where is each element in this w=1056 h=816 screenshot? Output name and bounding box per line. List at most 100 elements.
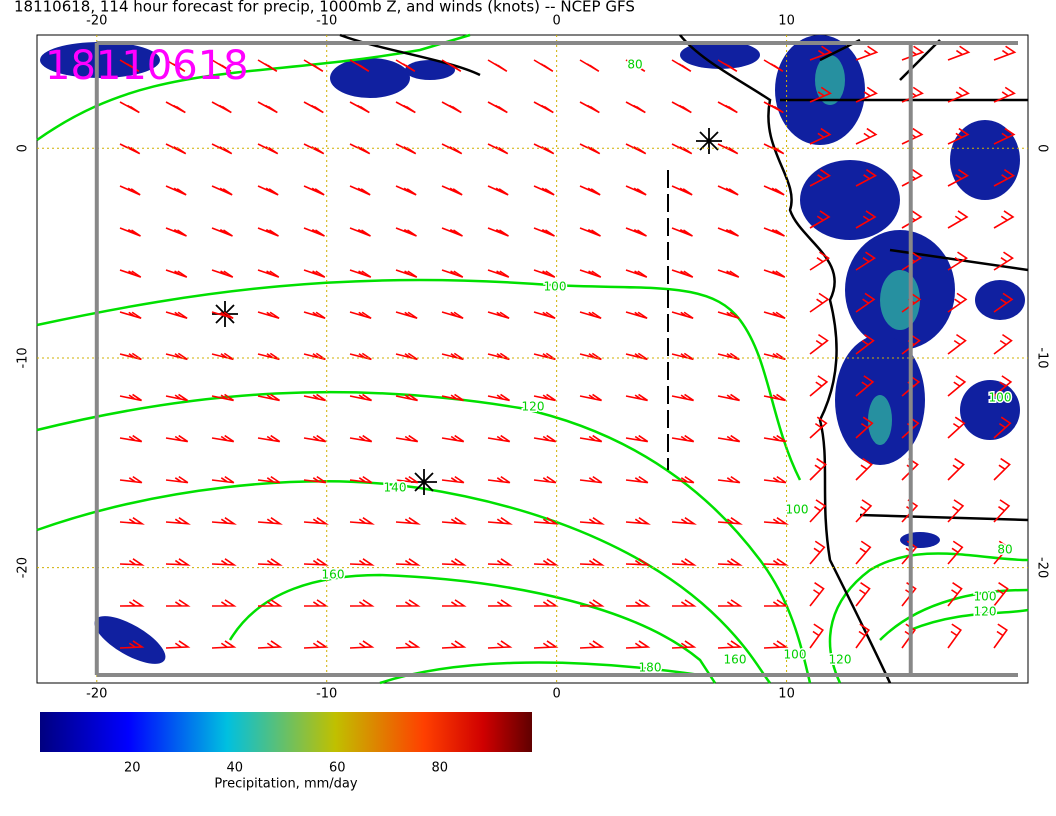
wind-barb [855, 375, 875, 397]
wind-barb [257, 101, 278, 114]
wind-barb [625, 101, 646, 114]
wind-barb [855, 333, 875, 355]
wind-barb [257, 269, 280, 278]
wind-barb [993, 292, 1014, 313]
wind-barb [579, 599, 605, 607]
wind-barb [441, 227, 463, 237]
wind-barb [671, 101, 692, 114]
wind-barb [533, 517, 559, 525]
wind-barb [487, 517, 513, 525]
wind-barb [533, 434, 557, 443]
wind-barb [625, 434, 649, 443]
wind-barb [855, 45, 879, 61]
wind-barb [763, 517, 789, 525]
wind-barb [763, 269, 786, 278]
wind-barb [533, 558, 559, 566]
wind-barb [165, 475, 189, 484]
wind-barb [119, 517, 145, 525]
wind-barb [809, 457, 827, 481]
wind-barb [349, 475, 373, 484]
wind-barb [993, 416, 1012, 439]
wind-barb [809, 623, 824, 649]
wind-barb [579, 143, 601, 155]
wind-barb [855, 623, 870, 649]
wind-barb [395, 393, 418, 402]
wind-barb [303, 599, 329, 607]
wind-barb [441, 101, 462, 114]
contour-label: 120 [829, 653, 852, 667]
wind-barb [717, 434, 741, 443]
wind-barb [257, 393, 280, 402]
wind-barb [625, 59, 646, 72]
wind-barb [717, 640, 743, 649]
wind-barb [441, 640, 467, 649]
wind-barb [763, 143, 785, 155]
wind-barb [441, 352, 464, 361]
wind-barb [257, 434, 281, 443]
wind-barb [303, 143, 325, 155]
wind-barb [993, 375, 1013, 397]
wind-barb [947, 292, 968, 313]
wind-barb [855, 499, 873, 523]
wind-barb [809, 292, 830, 313]
wind-barb [855, 582, 871, 607]
wind-barb [119, 640, 145, 649]
wind-barb [395, 143, 417, 155]
wind-barb [763, 434, 787, 443]
wind-barb [349, 227, 371, 237]
wind-barb [855, 292, 876, 313]
wind-barb [855, 540, 872, 565]
wind-barb [165, 599, 191, 607]
wind-barb [625, 599, 651, 607]
wind-barb [533, 475, 557, 484]
wind-barb [441, 475, 465, 484]
wind-barb [487, 393, 510, 402]
wind-barb [349, 59, 370, 72]
wind-barb [395, 59, 416, 72]
wind-barb [533, 227, 555, 237]
wind-barb [119, 475, 143, 484]
wind-barb [671, 599, 697, 607]
wind-barb [947, 210, 969, 229]
wind-barb [441, 269, 464, 278]
x-tick-label: 0 [553, 687, 561, 702]
wind-barb [993, 127, 1016, 145]
wind-barb [717, 311, 740, 320]
contour-label: 160 [724, 653, 747, 667]
wind-barb [763, 393, 786, 402]
wind-barb [671, 269, 694, 278]
wind-barb [533, 59, 554, 72]
wind-barb [395, 434, 419, 443]
wind-barb [487, 475, 511, 484]
wind-barb [993, 45, 1017, 61]
wind-barb [625, 269, 648, 278]
wind-barb [165, 227, 187, 237]
wind-barb [763, 640, 789, 649]
wind-barb [349, 143, 371, 155]
wind-barb [625, 475, 649, 484]
wind-barb [717, 185, 739, 196]
wind-barb [993, 333, 1013, 355]
wind-barb [211, 143, 233, 155]
y-tick-label: -10 [16, 347, 31, 368]
wind-barb [579, 393, 602, 402]
wind-barb [855, 86, 878, 103]
wind-barb [671, 185, 693, 196]
wind-barb [809, 86, 832, 103]
wind-barb [671, 434, 695, 443]
wind-barb [579, 101, 600, 114]
colorbar-tick-label: 60 [329, 761, 346, 776]
wind-barb [993, 623, 1008, 649]
contour-label: 100 [544, 280, 567, 294]
wind-barb [165, 352, 188, 361]
wind-barb [533, 393, 556, 402]
wind-barb [533, 311, 556, 320]
wind-barb [303, 227, 325, 237]
wind-barb [119, 311, 142, 320]
wind-barb [119, 185, 141, 196]
wind-barb [625, 393, 648, 402]
wind-barb [947, 623, 962, 649]
wind-barb [579, 185, 601, 196]
wind-barb [947, 416, 966, 439]
